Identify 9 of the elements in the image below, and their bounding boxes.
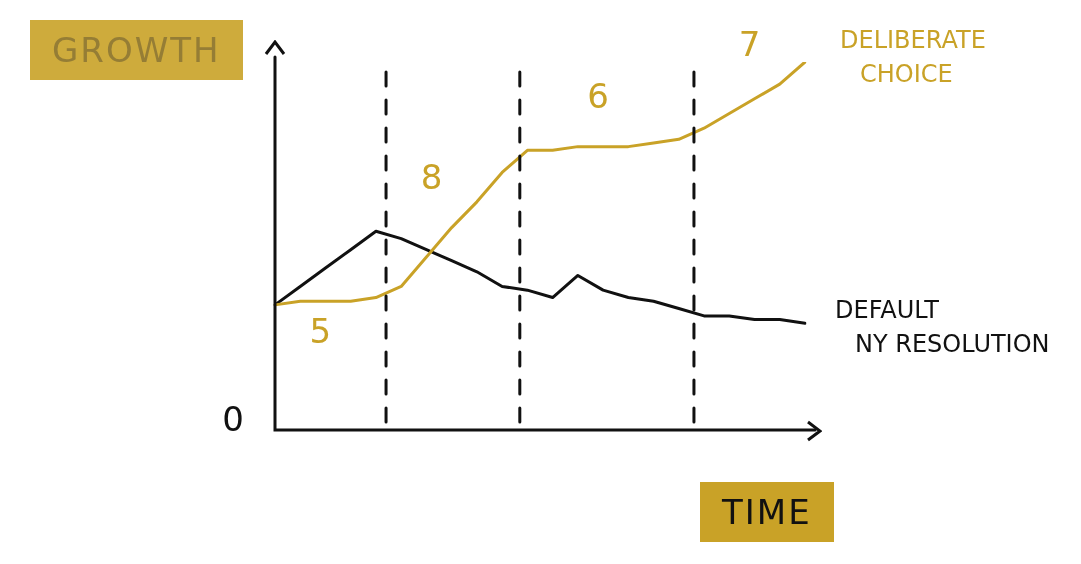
annotation: 8 xyxy=(420,156,443,197)
annotation: 6 xyxy=(587,75,609,116)
series-label: DEFAULT NY RESOLUTION xyxy=(835,295,1050,358)
text: 0 xyxy=(222,398,244,439)
y-axis-title: GROWTH xyxy=(30,20,243,80)
x-axis-title: TIME xyxy=(700,482,834,542)
annotation: 5 xyxy=(309,311,332,352)
annotation: 7 xyxy=(738,24,761,65)
series-label: DELIBERATE CHOICE xyxy=(840,26,986,89)
